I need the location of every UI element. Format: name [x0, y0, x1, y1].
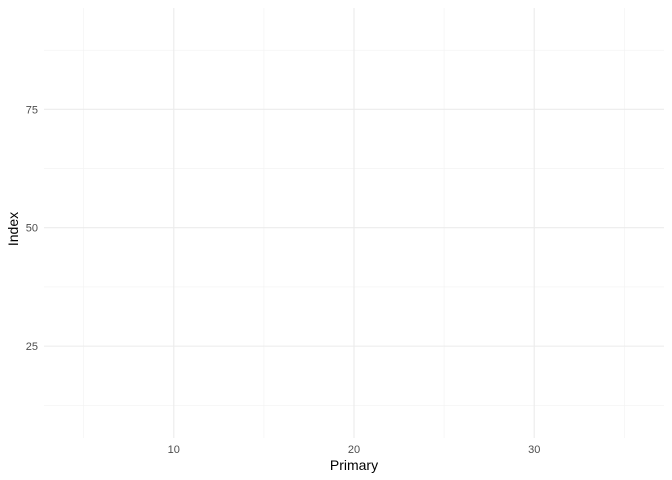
x-tick-label: 10 — [168, 444, 180, 456]
y-tick-label: 50 — [26, 223, 38, 235]
major-gridlines — [44, 8, 664, 438]
x-tick-label: 20 — [348, 444, 360, 456]
x-axis-title: Primary — [330, 457, 378, 473]
y-tick-label: 75 — [26, 104, 38, 116]
y-axis-title: Index — [5, 212, 21, 246]
y-tick-labels: 25 50 75 — [26, 104, 38, 353]
y-tick-label: 25 — [26, 341, 38, 353]
x-tick-labels: 10 20 30 — [168, 444, 541, 456]
x-tick-label: 30 — [528, 444, 540, 456]
